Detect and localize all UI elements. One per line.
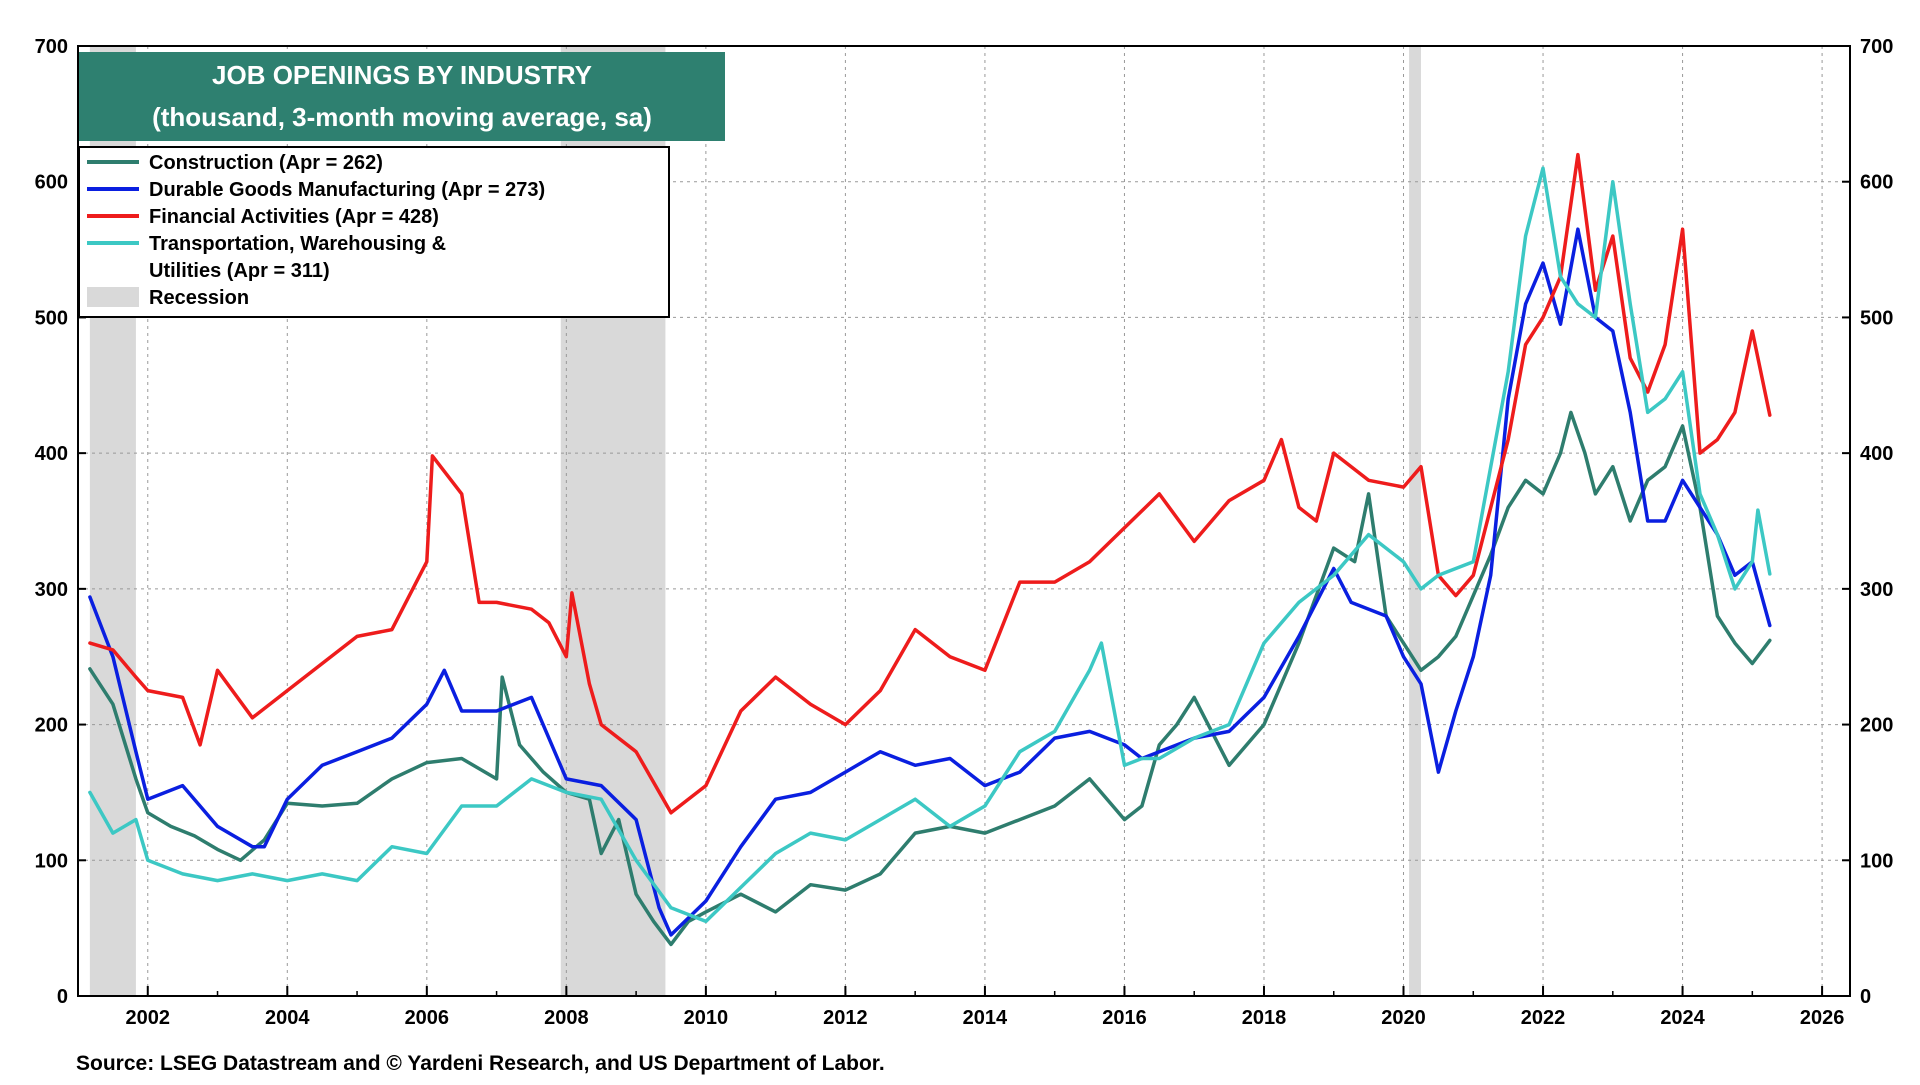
- y-tick-label-right: 700: [1860, 36, 1893, 58]
- y-tick-label-left: 700: [35, 36, 68, 58]
- x-tick-label: 2016: [1102, 1007, 1147, 1029]
- legend-swatch-recession: [87, 287, 139, 307]
- legend-label: Transportation, Warehousing &: [149, 233, 446, 255]
- x-tick-label: 2008: [544, 1007, 589, 1029]
- y-tick-label-left: 300: [35, 579, 68, 601]
- x-tick-label: 2010: [684, 1007, 729, 1029]
- y-tick-label-right: 100: [1860, 850, 1893, 872]
- y-tick-label-right: 500: [1860, 307, 1893, 329]
- series-layer: [88, 152, 1772, 947]
- y-tick-label-left: 200: [35, 715, 68, 737]
- legend-label: Financial Activities (Apr = 428): [149, 206, 439, 228]
- series-line-1: [88, 227, 1772, 937]
- x-tick-label: 2020: [1381, 1007, 1426, 1029]
- x-tick-label: 2006: [405, 1007, 450, 1029]
- y-tick-label-right: 600: [1860, 172, 1893, 194]
- x-tick-label: 2026: [1800, 1007, 1845, 1029]
- legend: Construction (Apr = 262) Durable Goods Ma…: [78, 146, 670, 318]
- axis-label-layer: 0 0 100 100 200 200 300 300 400 400 500 500 600 600 70…: [35, 36, 1894, 1029]
- y-tick-label-left: 0: [57, 986, 68, 1008]
- plot-frame: [77, 45, 1851, 997]
- series-line-0: [88, 410, 1772, 947]
- series-line-2: [88, 152, 1772, 815]
- x-tick-label: 2022: [1521, 1007, 1566, 1029]
- series-line-3: [88, 166, 1772, 924]
- x-tick-label: 2002: [126, 1007, 171, 1029]
- chart-title: JOB OPENINGS BY INDUSTRY: [212, 60, 592, 90]
- y-tick-label-left: 100: [35, 850, 68, 872]
- x-tick-label: 2018: [1242, 1007, 1287, 1029]
- legend-label: Construction (Apr = 262): [149, 152, 383, 174]
- recession-band-2: [1409, 46, 1421, 996]
- x-tick-label: 2012: [823, 1007, 868, 1029]
- title-background: [79, 52, 725, 141]
- legend-label-continued: Utilities (Apr = 311): [149, 260, 330, 282]
- x-tick-label: 2004: [265, 1007, 310, 1029]
- y-tick-label-right: 200: [1860, 715, 1893, 737]
- legend-box: [78, 146, 670, 318]
- x-tick-label: 2024: [1660, 1007, 1705, 1029]
- y-tick-label-left: 600: [35, 172, 68, 194]
- legend-items: Construction (Apr = 262) Durable Goods Ma…: [87, 152, 545, 309]
- x-tick-label: 2014: [963, 1007, 1008, 1029]
- y-tick-label-right: 0: [1860, 986, 1871, 1008]
- y-tick-label-right: 300: [1860, 579, 1893, 601]
- legend-label: Recession: [149, 287, 249, 309]
- chart-subtitle: (thousand, 3-month moving average, sa): [152, 102, 652, 132]
- source-note: Source: LSEG Datastream and © Yardeni Re…: [76, 1052, 885, 1075]
- title-box: JOB OPENINGS BY INDUSTRY (thousand, 3-mo…: [79, 52, 725, 141]
- legend-label: Durable Goods Manufacturing (Apr = 273): [149, 179, 545, 201]
- y-tick-label-right: 400: [1860, 443, 1893, 465]
- y-tick-label-left: 400: [35, 443, 68, 465]
- y-tick-label-left: 500: [35, 307, 68, 329]
